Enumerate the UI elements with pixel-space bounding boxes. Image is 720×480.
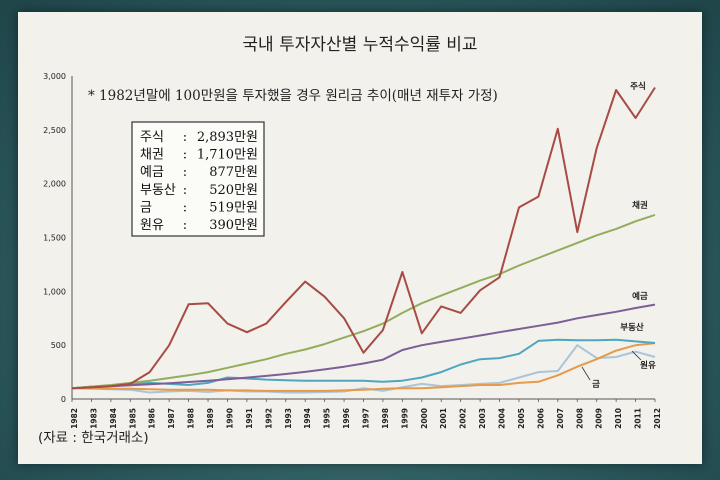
y-tick-label: 1,000: [43, 287, 66, 296]
summary-value: 877만원: [209, 165, 258, 180]
summary-label: 주식: [140, 130, 164, 145]
x-tick-label: 1993: [284, 408, 293, 429]
summary-box-frame: [131, 121, 265, 237]
x-tick-label: 1984: [109, 408, 118, 429]
x-tick-label: 2001: [439, 408, 448, 429]
x-tick-label: 1983: [89, 408, 98, 429]
series-line-6: [71, 344, 656, 394]
x-tick-label: 1988: [187, 408, 196, 429]
summary-value: 2,893만원: [197, 130, 258, 145]
y-tick-label: 2,000: [43, 180, 66, 189]
x-tick-label: 2012: [653, 408, 662, 429]
x-tick-label: 2004: [498, 408, 507, 429]
chart-note: * 1982년말에 100만원을 투자했을 경우 원리금 추이(매년 재투자 가…: [88, 88, 498, 104]
x-tick-label: 1987: [167, 408, 176, 429]
x-tick-label: 2000: [420, 408, 429, 429]
series-line-2: [71, 213, 656, 390]
series-label: 금: [592, 380, 600, 390]
y-tick-label: 500: [51, 341, 66, 350]
summary-value: 519만원: [209, 200, 258, 215]
series-line-1: [71, 86, 656, 390]
x-tick-label: 1982: [70, 408, 79, 429]
y-tick-label: 0: [61, 395, 66, 404]
series-label: 채권: [632, 200, 648, 211]
x-tick-label: 1997: [362, 408, 371, 429]
series-lines: [71, 86, 656, 394]
x-tick-label: 2011: [634, 408, 643, 429]
y-tick-label: 3,000: [43, 72, 66, 81]
series-label: 부동산: [620, 322, 644, 333]
summary-label: 금: [140, 200, 152, 215]
x-tick-label: 2005: [517, 408, 526, 429]
x-tick-label: 2009: [595, 408, 604, 429]
x-tick-label: 1994: [303, 408, 312, 429]
series-label: 주식: [630, 81, 646, 92]
series-line-5: [72, 342, 656, 392]
summary-separator: :: [183, 148, 187, 163]
x-tick-label: 2010: [614, 408, 623, 429]
series-label: 원유: [640, 360, 656, 371]
x-tick-label: 2003: [478, 408, 487, 429]
series-line-3: [71, 303, 656, 390]
summary-label: 부동산: [140, 183, 176, 198]
x-tick-label: 1989: [206, 408, 215, 429]
summary-value: 1,710만원: [197, 148, 258, 163]
summary-box: 주식:2,893만원채권:1,710만원예금:877만원부동산:520만원금:5…: [131, 121, 265, 237]
summary-label: 채권: [140, 148, 164, 163]
x-tick-label: 2006: [536, 408, 545, 429]
x-tick-label: 1991: [245, 408, 254, 429]
summary-separator: :: [183, 130, 187, 145]
x-tick-label: 1986: [148, 408, 157, 429]
summary-separator: :: [183, 165, 187, 180]
x-tick-label: 1999: [400, 408, 409, 429]
x-tick-label: 1990: [225, 408, 234, 429]
summary-label: 원유: [140, 218, 164, 233]
summary-value: 390만원: [209, 218, 258, 233]
x-tick-label: 2002: [459, 408, 468, 429]
x-tick-label: 2008: [575, 408, 584, 429]
x-tick-label: 2007: [556, 408, 565, 429]
y-tick-label: 1,500: [43, 234, 66, 243]
series-label-leader: [631, 350, 642, 361]
source-text: (자료 : 한국거래소): [38, 430, 149, 446]
summary-separator: :: [183, 218, 187, 233]
y-tick-label: 2,500: [43, 126, 66, 135]
axes: 0 500 1,000 1,500 2,000 2,500 3,000 1982 1983 198…: [43, 72, 662, 429]
x-tick-label: 1985: [128, 408, 137, 429]
x-tick-label: 1992: [264, 408, 273, 429]
summary-label: 예금: [140, 165, 164, 180]
x-tick-label: 1998: [381, 408, 390, 429]
summary-separator: :: [183, 200, 187, 215]
chart-title: 국내 투자자산별 누적수익률 비교: [242, 35, 477, 55]
series-label: 예금: [632, 291, 648, 302]
series-label-leader: [581, 366, 591, 381]
summary-value: 520만원: [209, 183, 258, 198]
x-tick-label: 1995: [323, 408, 332, 429]
x-tick-label: 1996: [342, 408, 351, 429]
summary-separator: :: [183, 183, 187, 198]
